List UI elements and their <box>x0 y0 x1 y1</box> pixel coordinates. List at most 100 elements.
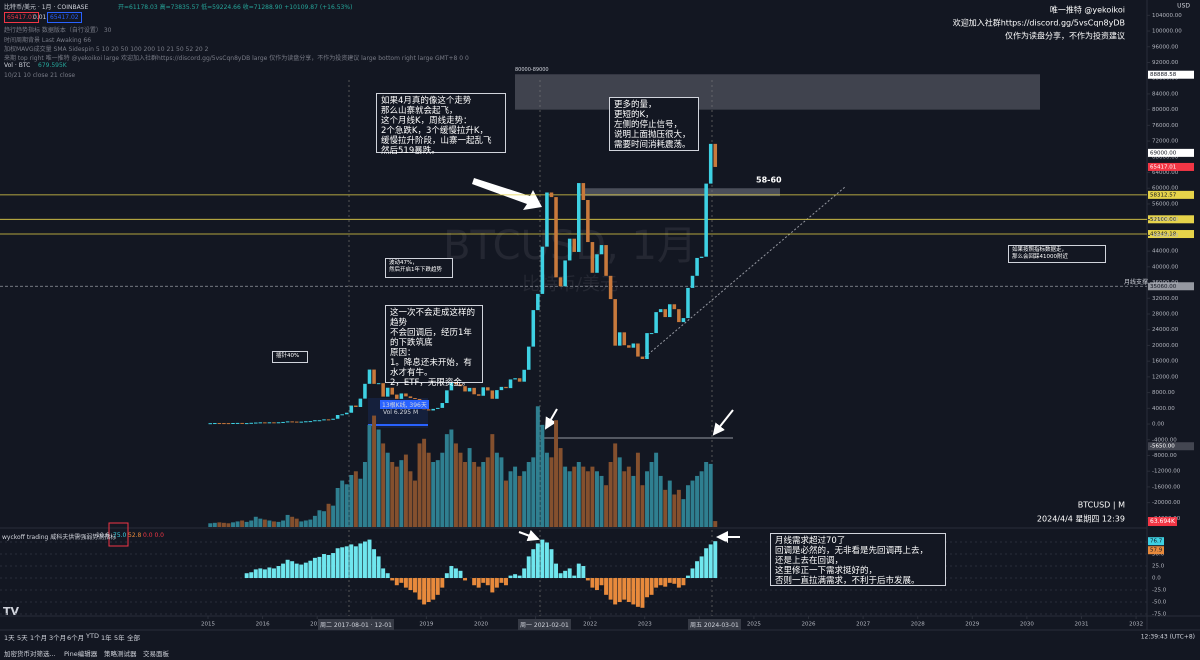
osc-tick-label: -75.0 <box>1152 612 1167 618</box>
level-tag <box>1148 282 1194 291</box>
candle <box>581 183 586 201</box>
range-button[interactable]: 6个月 <box>67 634 85 642</box>
y-tick-label: 28000.00 <box>1152 311 1179 317</box>
candle <box>536 293 540 311</box>
bid[interactable]: 65417.01 <box>4 12 39 23</box>
candle <box>313 420 317 422</box>
candle <box>708 143 713 184</box>
osc-bar <box>558 573 563 579</box>
volume-bar <box>540 424 545 527</box>
osc-bar <box>713 541 718 579</box>
candle <box>499 386 504 391</box>
range-button[interactable]: 3个月 <box>49 634 67 642</box>
candle <box>354 405 358 407</box>
volume-bar <box>481 462 486 527</box>
osc-bar <box>399 578 404 583</box>
bottom-tab[interactable]: 加密货币对筛选... <box>4 650 56 658</box>
candle <box>331 418 335 420</box>
osc-bar <box>576 563 581 579</box>
annotation: 如果4月真的像这个走势 那么山寨就会起飞， 这个月线K，周线走势： 2个急跌K，… <box>376 93 506 156</box>
osc-bar <box>567 568 572 579</box>
range-button[interactable]: 全部 <box>127 634 140 642</box>
volume-bar <box>504 480 508 527</box>
candle <box>263 422 267 424</box>
volume-bar <box>708 463 713 527</box>
ask[interactable]: 65417.02 <box>47 12 82 23</box>
bottom-tab[interactable]: 交易面板 <box>143 650 169 658</box>
osc-tag-label: 76.7 <box>1150 539 1163 545</box>
candle <box>481 387 486 396</box>
candle <box>272 422 276 424</box>
volume-bar <box>690 480 695 527</box>
volume-bar <box>276 521 281 527</box>
volume-bar <box>685 485 690 527</box>
osc-bar <box>294 563 299 579</box>
candle <box>317 420 322 422</box>
range-button[interactable]: 1个月 <box>30 634 48 642</box>
volume-bar <box>444 434 449 527</box>
volume-bar <box>453 443 458 527</box>
osc-bar <box>312 557 317 579</box>
range-button[interactable]: 1年 <box>101 634 112 642</box>
osc-bar <box>331 553 336 579</box>
volume-bar <box>654 452 659 527</box>
time-tag: 周五 2024-03-01 <box>688 619 741 630</box>
volume-bar <box>431 462 436 527</box>
osc-bar <box>540 539 545 579</box>
osc-tick-label: 0.0 <box>1152 576 1161 582</box>
candle <box>326 419 331 421</box>
volume-bar <box>658 475 663 527</box>
candle <box>617 332 622 346</box>
annotation: 如果按照指标数据走， 那么会回踩41000附近 <box>1008 245 1106 263</box>
range-button[interactable]: 5天 <box>17 634 28 642</box>
range-button[interactable]: YTD <box>86 632 99 640</box>
candle <box>627 345 631 348</box>
range-button[interactable]: 1天 <box>4 634 15 642</box>
volume-bar <box>585 471 590 527</box>
candle <box>486 387 490 391</box>
volume-bar <box>367 424 372 527</box>
osc-bar <box>544 542 549 579</box>
candle <box>531 310 536 347</box>
volume-bar <box>599 475 604 527</box>
volume-bar <box>681 499 686 527</box>
osc-bar <box>654 578 659 588</box>
annotation: 插针40% <box>272 351 308 363</box>
time-tag: 周二 2017-08-01 · 12-01 <box>318 619 394 630</box>
volume-bar <box>526 462 531 527</box>
candle <box>517 378 522 382</box>
range-button[interactable]: 5年 <box>114 634 125 642</box>
osc-param: 75.0 <box>113 532 127 539</box>
osc-bar <box>413 578 417 593</box>
osc-bar <box>249 572 254 579</box>
candle <box>231 423 235 425</box>
volume-bar <box>253 516 258 527</box>
y-tick-label: 104000.00 <box>1152 13 1182 19</box>
volume-bar <box>385 452 390 527</box>
candle <box>399 393 404 399</box>
osc-bar <box>667 578 672 583</box>
y-tick-label: 20000.00 <box>1152 343 1179 349</box>
osc-bar <box>376 556 381 579</box>
bottom-tab[interactable]: 策略测试器 <box>104 650 137 658</box>
y-tick-label: 64000.00 <box>1152 170 1179 176</box>
osc-bar <box>426 578 431 603</box>
volume-bar <box>567 471 572 527</box>
volume-bar <box>494 452 499 527</box>
volume-bar <box>281 520 286 527</box>
osc-bar <box>481 578 486 583</box>
x-tick-label: 2030 <box>1020 622 1034 628</box>
y-tick-label: -20000.00 <box>1152 500 1181 506</box>
volume-bar <box>435 460 440 527</box>
osc-bar <box>440 578 445 588</box>
volume-bar <box>376 429 381 527</box>
candle <box>281 421 285 423</box>
candle <box>445 390 449 404</box>
candle <box>699 256 704 258</box>
price-tag-label: 69000.00 <box>1150 150 1177 156</box>
osc-bar <box>267 567 272 579</box>
volume-bar <box>472 462 477 527</box>
bottom-tab[interactable]: Pine编辑器 <box>64 650 98 658</box>
candle <box>567 238 572 261</box>
volume-bar <box>212 522 217 527</box>
